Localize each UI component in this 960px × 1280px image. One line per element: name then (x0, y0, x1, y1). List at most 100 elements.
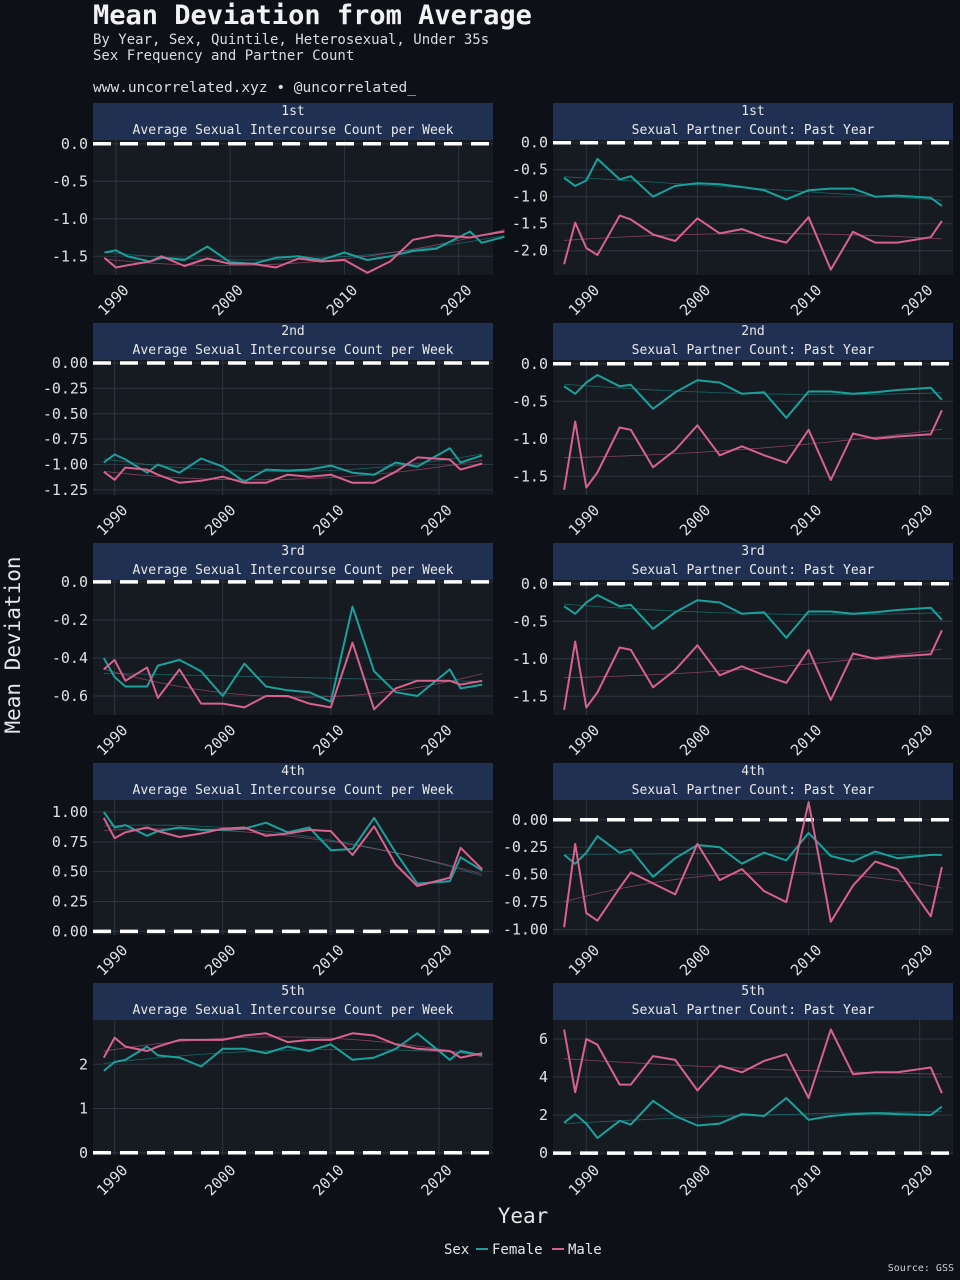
panel-3-line-male (103, 456, 483, 484)
panel-7-xtick-label-1990: 1990 (93, 941, 131, 979)
panel-4-ytick-label: -1.5 (512, 467, 548, 485)
panel-7-line-female (102, 811, 483, 885)
panel-2-xtick-label-2000: 2000 (676, 281, 714, 319)
source-note: Source: GSS (887, 1263, 954, 1274)
panel-8-xtick-label-2020: 2020 (898, 941, 936, 979)
panel-5-strip (93, 543, 493, 580)
panel-2-xtick-label-1990: 1990 (565, 281, 603, 319)
panel-8-xtick-label-2010: 2010 (787, 941, 825, 979)
panel-3-ytick-label: -1.25 (43, 481, 88, 499)
panel-6-ytick-label: -1.5 (512, 687, 548, 705)
panel-5-xtick-label-1990: 1990 (93, 721, 131, 759)
panel-10-measure-label: Sexual Partner Count: Past Year (632, 1003, 875, 1018)
panel-9-ytick-label: 0 (79, 1144, 88, 1162)
panel-8-background (553, 800, 953, 935)
y-axis-title: Mean Deviation (1, 556, 25, 733)
legend-label-female: Female (492, 1242, 543, 1258)
panel-3-background (93, 360, 493, 495)
panel-3-ytick-label: -1.00 (43, 456, 88, 474)
chart-subtitle-line2: Sex Frequency and Partner Count (93, 48, 355, 64)
panel-1-xtick-label-1990: 1990 (94, 281, 132, 319)
panel-2-strip (553, 103, 953, 140)
panel-2-ytick-label: -1.0 (512, 188, 548, 206)
panel-6-xtick-label-1990: 1990 (565, 721, 603, 759)
legend-title: Sex (444, 1242, 469, 1258)
panel-5-ytick-label: -0.4 (52, 649, 88, 667)
x-axis-title: Year (498, 1204, 549, 1228)
panel-8-ytick-label: -0.25 (503, 838, 548, 856)
panel-10-ytick-label: 6 (539, 1030, 548, 1048)
panel-6-ytick-label: -0.5 (512, 612, 548, 630)
panel-6-ytick-label: -1.0 (512, 650, 548, 668)
panel-10-line-female (563, 1097, 943, 1139)
panel-3-ytick-label: -0.75 (43, 430, 88, 448)
panel-1-measure-label: Average Sexual Intercourse Count per Wee… (133, 123, 454, 138)
panel-5-xtick-label-2020: 2020 (417, 721, 455, 759)
panel-10-xtick-label-2020: 2020 (898, 1161, 936, 1199)
panel-2-line-male (563, 214, 943, 271)
panel-6-strip (553, 543, 953, 580)
panel-6-quintile-label: 3rd (741, 544, 764, 559)
panel-1-xtick-label-2000: 2000 (209, 281, 247, 319)
panel-2-measure-label: Sexual Partner Count: Past Year (632, 123, 875, 138)
panel-1-trend-male (104, 229, 505, 266)
panel-9-xtick-label-2000: 2000 (201, 1161, 239, 1199)
panel-3-quintile-label: 2nd (281, 324, 304, 339)
panel-7-line-male (102, 817, 483, 887)
panel-7-measure-label: Average Sexual Intercourse Count per Wee… (133, 783, 454, 798)
panel-6-background (553, 580, 953, 715)
panel-8-xtick-label-2000: 2000 (676, 941, 714, 979)
panel-4-xtick-label-2000: 2000 (676, 501, 714, 539)
panel-6-ytick-label: 0.0 (521, 575, 548, 593)
panel-10-ytick-label: 4 (539, 1068, 548, 1086)
panel-9-line-male (102, 1032, 483, 1059)
panel-4-ytick-label: -1.0 (512, 430, 548, 448)
panel-3-xtick-label-1990: 1990 (93, 501, 131, 539)
panel-5-ytick-label: -0.2 (52, 611, 88, 629)
panel-8-ytick-label: 0.00 (512, 811, 548, 829)
panel-9-ytick-label: 1 (79, 1100, 88, 1118)
panel-4-xtick-label-1990: 1990 (565, 501, 603, 539)
panel-2-line-female (563, 157, 943, 207)
panel-1-background (93, 140, 493, 275)
panel-1-line-male (103, 230, 505, 274)
panel-5-xtick-label-2000: 2000 (201, 721, 239, 759)
panel-2-xtick-label-2020: 2020 (898, 281, 936, 319)
panel-8-ytick-label: -0.75 (503, 893, 548, 911)
panel-1-quintile-label: 1st (281, 104, 304, 119)
panel-4-xtick-label-2010: 2010 (787, 501, 825, 539)
chart-credit: www.uncorrelated.xyz • @uncorrelated_ (93, 80, 417, 96)
panel-5-quintile-label: 3rd (281, 544, 304, 559)
panel-7-ytick-label: 0.25 (52, 893, 88, 911)
panel-7-background (93, 800, 493, 935)
legend-label-male: Male (568, 1242, 602, 1258)
panel-10-xtick-label-2010: 2010 (787, 1161, 825, 1199)
panel-3-measure-label: Average Sexual Intercourse Count per Wee… (133, 343, 454, 358)
panel-8-measure-label: Sexual Partner Count: Past Year (632, 783, 875, 798)
panel-4-ytick-label: 0.0 (521, 355, 548, 373)
panel-9-xtick-label-1990: 1990 (93, 1161, 131, 1199)
panel-7-xtick-label-2010: 2010 (309, 941, 347, 979)
panel-10-xtick-label-1990: 1990 (565, 1161, 603, 1199)
panel-7-strip (93, 763, 493, 800)
panel-5-line-male (103, 641, 483, 711)
panel-4-xtick-label-2020: 2020 (898, 501, 936, 539)
panel-5-xtick-label-2010: 2010 (309, 721, 347, 759)
panel-4-line-male (563, 409, 943, 490)
panel-6-trend-male (564, 648, 942, 679)
panel-3-xtick-label-2020: 2020 (417, 501, 455, 539)
panel-3-xtick-label-2010: 2010 (309, 501, 347, 539)
panel-5-ytick-label: 0.0 (61, 573, 88, 591)
panel-10-background (553, 1020, 953, 1155)
panel-7-trend-female (103, 824, 483, 877)
panel-6-line-female (563, 594, 943, 639)
panel-4-line-female (563, 374, 943, 419)
panel-8-ytick-label: -1.00 (503, 921, 548, 939)
panel-7-ytick-label: 0.75 (52, 833, 88, 851)
panel-3-trend-female (103, 453, 483, 473)
panel-4-strip (553, 323, 953, 360)
panel-3-ytick-label: -0.25 (43, 379, 88, 397)
panel-6-measure-label: Sexual Partner Count: Past Year (632, 563, 875, 578)
panel-2-xtick-label-2010: 2010 (787, 281, 825, 319)
panel-6-xtick-label-2020: 2020 (898, 721, 936, 759)
